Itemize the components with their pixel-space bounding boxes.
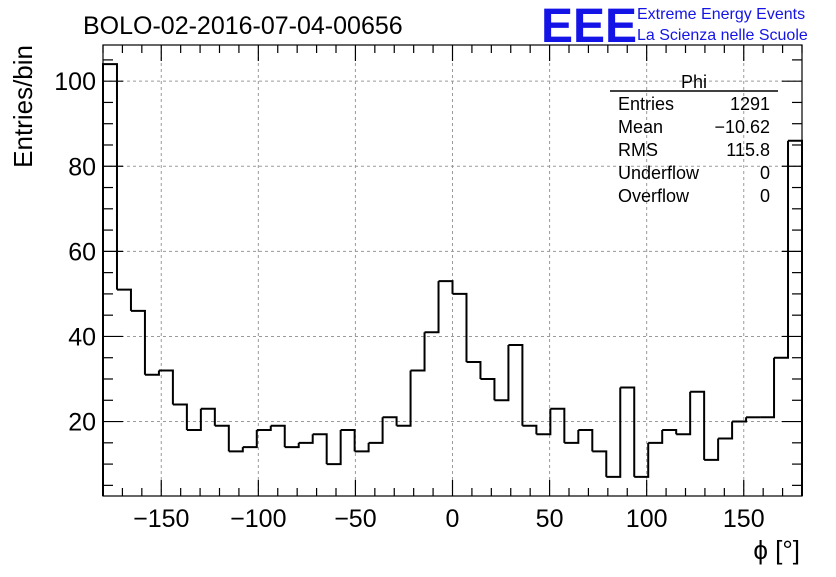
histogram-bin <box>662 429 678 435</box>
histogram-bin <box>396 370 412 427</box>
histogram-bin <box>214 424 230 452</box>
x-tick-label: 50 <box>536 505 564 533</box>
x-tick-label: 150 <box>723 505 765 533</box>
x-tick-label: −150 <box>133 505 189 533</box>
histogram-bin <box>676 391 692 436</box>
histogram-bin <box>270 424 286 448</box>
histogram-bin <box>130 309 146 375</box>
x-tick-label: −50 <box>334 505 376 533</box>
histogram-bin <box>312 433 328 465</box>
histogram-bin <box>284 442 300 449</box>
histogram-bin <box>326 430 342 466</box>
stats-label: Underflow <box>618 163 700 183</box>
y-tick-label: 80 <box>68 153 96 181</box>
stats-value: −10.62 <box>714 117 770 137</box>
histogram-bin <box>144 370 160 376</box>
stats-label: RMS <box>618 140 658 160</box>
logo-line-2: La Scienza nelle Scuole <box>637 27 808 44</box>
logo-line-1: Extreme Energy Events <box>637 6 805 23</box>
y-tick-label: 40 <box>68 323 96 351</box>
histogram-bin <box>340 429 356 452</box>
histogram-bin <box>690 390 706 460</box>
histogram-bin <box>634 442 650 478</box>
x-axis-label: ϕ [°] <box>753 535 800 565</box>
y-tick-label: 100 <box>54 68 96 96</box>
y-tick-label: 60 <box>68 238 96 266</box>
histogram-bin <box>480 377 496 401</box>
histogram-bin <box>564 430 580 444</box>
histogram-bin <box>382 416 398 426</box>
stats-value: 1291 <box>730 94 770 114</box>
histogram-bin <box>172 403 188 431</box>
histogram-bin <box>606 387 622 478</box>
histogram-bin <box>718 421 734 440</box>
x-tick-label: −100 <box>230 505 286 533</box>
histogram-bin <box>774 140 790 359</box>
stats-box-title: Phi <box>681 72 707 92</box>
histogram-bin <box>704 438 720 461</box>
tick-layer: −150 −100 −50 0 50 100 150 20 40 60 80 100 <box>54 45 803 533</box>
histogram-bin <box>508 343 524 426</box>
histogram-bin <box>536 408 552 436</box>
histogram-bin <box>592 450 608 477</box>
histogram-bin <box>578 429 594 452</box>
histogram-bin <box>186 408 202 432</box>
histogram-bin <box>452 292 468 362</box>
stats-label: Entries <box>618 94 674 114</box>
histogram-bin <box>438 280 454 294</box>
histogram-bin <box>494 344 510 402</box>
histogram-bin <box>760 357 776 419</box>
histogram-bin <box>354 442 370 453</box>
chart-title: BOLO-02-2016-07-04-00656 <box>83 12 403 40</box>
histogram-bin <box>116 288 132 311</box>
histogram-bin <box>648 430 664 444</box>
histogram-bin <box>256 425 272 432</box>
x-tick-label: 0 <box>446 505 460 533</box>
histogram-bin <box>242 430 258 449</box>
stats-value: 0 <box>760 163 770 183</box>
stats-label: Mean <box>618 117 663 137</box>
histogram-bin <box>732 417 748 423</box>
histogram-bin <box>424 281 440 334</box>
histogram-bin <box>158 369 174 405</box>
stats-box: Phi Entries 1291 Mean −10.62 RMS 115.8 Underfl… <box>610 72 778 206</box>
y-axis-label: Entries/bin <box>8 45 38 168</box>
stats-value: 115.8 <box>726 140 770 160</box>
histogram-bin <box>410 332 426 372</box>
y-tick-label: 20 <box>68 409 96 437</box>
histogram-bin <box>102 63 118 496</box>
eee-logo: EEE <box>541 0 637 53</box>
histogram-bin <box>298 434 314 444</box>
histogram-bin <box>550 407 566 443</box>
stats-label: Overflow <box>618 186 690 206</box>
histogram-bin <box>466 360 482 379</box>
stats-rows: Entries 1291 Mean −10.62 RMS 115.8 Underflow 0 O… <box>618 94 770 206</box>
histogram-bin <box>522 424 538 435</box>
histogram-bin <box>620 386 636 477</box>
grid-layer <box>103 45 802 496</box>
histogram-bin <box>368 417 384 444</box>
histogram-bin <box>200 407 216 426</box>
stats-value: 0 <box>760 186 770 206</box>
histogram-bin <box>228 447 244 453</box>
x-tick-label: 100 <box>626 505 668 533</box>
